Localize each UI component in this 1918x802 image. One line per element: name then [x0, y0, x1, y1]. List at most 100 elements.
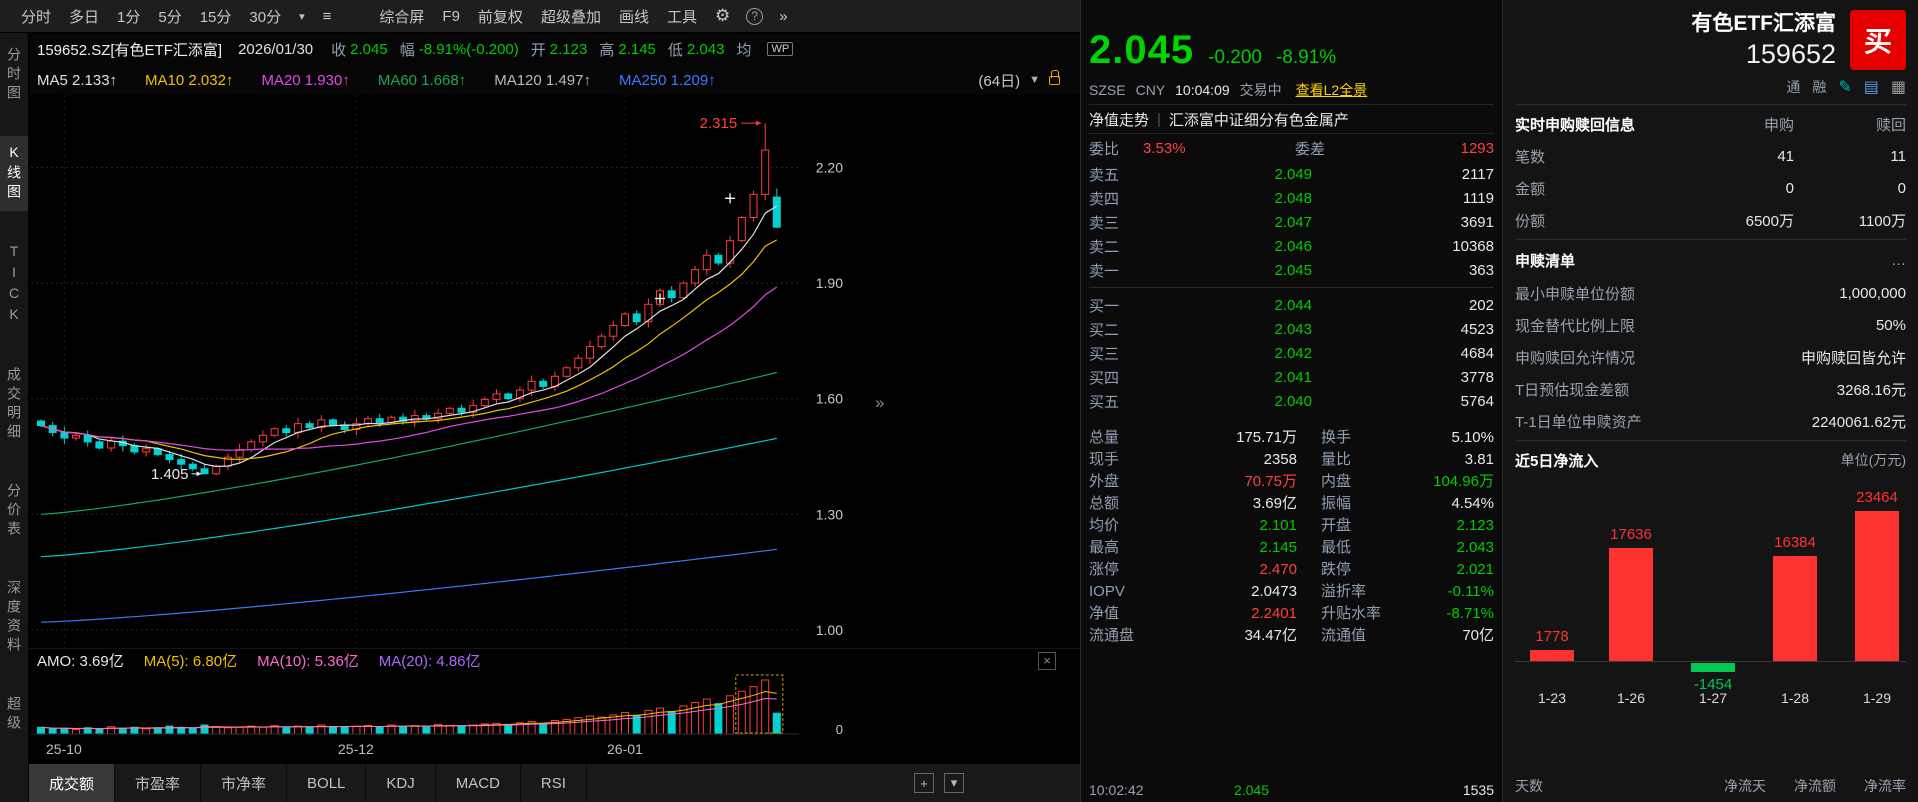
- trade-date: 2026/01/30: [238, 40, 314, 58]
- stat-label: 流通盘: [1089, 627, 1135, 644]
- flow-date-label: 1-27: [1698, 690, 1728, 706]
- sidebar-item-6[interactable]: 超级: [6, 696, 22, 734]
- wp-badge-icon[interactable]: WP: [767, 42, 794, 56]
- toolbar-period-0[interactable]: 分时: [21, 8, 52, 26]
- indicator-tab-6[interactable]: RSI: [521, 764, 587, 802]
- indicator-tab-3[interactable]: BOLL: [287, 764, 367, 802]
- bid-row-0[interactable]: 买一 2.044 202: [1089, 293, 1494, 317]
- l2-fullview-link[interactable]: 查看L2全景: [1295, 82, 1368, 98]
- ask-row-3[interactable]: 卖二 2.046 10368: [1089, 234, 1494, 258]
- row-label: 最小申赎单位份额: [1515, 285, 1636, 303]
- flows-unit-label: 单位(万元): [1840, 452, 1906, 468]
- chevron-down-icon[interactable]: ▾: [299, 10, 305, 23]
- subscription-title: 实时申购赎回信息: [1515, 116, 1636, 134]
- x-axis-label-1: 25-12: [338, 741, 374, 757]
- flow-footer-label-3[interactable]: 净流率: [1864, 778, 1906, 794]
- buy-button[interactable]: 买: [1850, 10, 1906, 70]
- panel-icon[interactable]: ▤: [1863, 79, 1879, 96]
- toolbar-period-4[interactable]: 15分: [199, 8, 232, 26]
- volume-chart-svg[interactable]: 0: [29, 672, 1080, 738]
- stat-label: 流通值: [1321, 627, 1367, 644]
- lock-icon[interactable]: [1049, 69, 1060, 85]
- stat-value: 5.10%: [1451, 429, 1494, 446]
- redemption-row-2: 申购赎回允许情况 申购赎回皆允许: [1515, 341, 1906, 373]
- svg-text:1.00: 1.00: [816, 622, 843, 638]
- flow-value-label: -1454: [1693, 676, 1733, 694]
- edit-icon[interactable]: ✎: [1838, 79, 1852, 96]
- more-ellipsis-icon[interactable]: …: [1891, 251, 1906, 269]
- stat-label: 换手: [1321, 429, 1352, 446]
- field-value-2: 2.123: [549, 40, 588, 58]
- toolbar-period-3[interactable]: 5分: [158, 8, 182, 26]
- indicator-tab-1[interactable]: 市盈率: [115, 764, 202, 802]
- close-icon[interactable]: ×: [1038, 651, 1056, 670]
- stat-label: 开盘: [1321, 517, 1352, 534]
- indicator-tab-2[interactable]: 市净率: [201, 764, 288, 802]
- last-price-row: 2.045 -0.200 -8.91%: [1089, 28, 1494, 76]
- flow-footer-label-2[interactable]: 净流额: [1794, 778, 1836, 794]
- toolbar-action-1[interactable]: F9: [442, 7, 460, 25]
- stat-label: 振幅: [1321, 495, 1352, 512]
- ask-label: 卖三: [1089, 214, 1120, 232]
- ma-value-2: MA20 1.930↑: [261, 71, 350, 89]
- ask-price: 2.049: [1274, 165, 1312, 183]
- grid-icon[interactable]: ▦: [1890, 79, 1906, 96]
- toolbar-period-2[interactable]: 1分: [117, 8, 141, 26]
- more-menu-icon[interactable]: »: [779, 7, 788, 25]
- ma-value-3: MA60 1.668↑: [377, 71, 467, 89]
- toolbar-period-1[interactable]: 多日: [69, 8, 100, 26]
- toolbar-period-5[interactable]: 30分: [249, 8, 282, 26]
- gear-icon[interactable]: ⚙: [714, 6, 731, 25]
- indicator-tab-4[interactable]: KDJ: [366, 764, 436, 802]
- bid-row-3[interactable]: 买四 2.041 3778: [1089, 365, 1494, 389]
- kline-chart-svg[interactable]: 2.20 1.90 1.60 1.30 1.00 2.315 1.405: [29, 95, 1080, 648]
- toolbar-action-2[interactable]: 前复权: [477, 8, 523, 26]
- collapse-pane-icon[interactable]: ▾: [944, 773, 964, 793]
- flow-bar: [1691, 663, 1735, 673]
- stat-label: 最低: [1321, 539, 1352, 556]
- sidebar-item-5[interactable]: 深度资料: [6, 580, 22, 656]
- main-toolbar: 分时 多日 1分 5分 15分 30分 ▾ ≡ 综合屏 F9 前复权 超级叠加 画线 工具 ⚙? »: [0, 0, 1080, 33]
- chevron-down-icon[interactable]: ▼: [1029, 74, 1040, 86]
- sidebar-item-2[interactable]: TICK: [6, 243, 22, 327]
- flow-footer-label-1[interactable]: 净流天: [1724, 778, 1766, 794]
- weibi-label: 委比: [1089, 140, 1120, 158]
- ma-value-0: MA5 2.133↑: [37, 71, 118, 89]
- bid-qty: 4684: [1460, 344, 1494, 362]
- expand-quote-handle[interactable]: »: [875, 393, 885, 412]
- stat-label: 溢折率: [1321, 583, 1367, 600]
- tab-fund-name[interactable]: 汇添富中证细分有色金属产: [1168, 111, 1349, 129]
- indicator-tab-0[interactable]: 成交额: [29, 764, 116, 802]
- toolbar-action-0[interactable]: 综合屏: [379, 8, 425, 26]
- ask-row-4[interactable]: 卖一 2.045 363: [1089, 258, 1494, 282]
- flow-date-label: 1-29: [1862, 690, 1892, 706]
- add-indicator-icon[interactable]: +: [914, 773, 934, 793]
- ask-row-1[interactable]: 卖四 2.048 1119: [1089, 186, 1494, 210]
- sidebar-item-0[interactable]: 分时图: [6, 47, 22, 104]
- bid-row-2[interactable]: 买三 2.042 4684: [1089, 341, 1494, 365]
- field-value-4: 2.043: [686, 40, 725, 58]
- ask-row-2[interactable]: 卖三 2.047 3691: [1089, 210, 1494, 234]
- bid-row-1[interactable]: 买二 2.043 4523: [1089, 317, 1494, 341]
- sidebar-item-3[interactable]: 成交明细: [6, 367, 22, 443]
- stat-value: 2358: [1263, 451, 1297, 468]
- sidebar-item-1[interactable]: K线图: [0, 136, 28, 211]
- sidebar-item-4[interactable]: 分价表: [6, 483, 22, 540]
- toolbar-action-4[interactable]: 画线: [618, 8, 649, 26]
- volume-legend-bar: AMO: 3.69亿 MA(5): 6.80亿 MA(10): 5.36亿 MA(20…: [29, 648, 1080, 672]
- ask-row-0[interactable]: 卖五 2.049 2117: [1089, 162, 1494, 186]
- toolbar-action-5[interactable]: 工具: [666, 8, 697, 26]
- tab-nav-value-trend[interactable]: 净值走势: [1089, 111, 1150, 129]
- stat-label: 总额: [1089, 495, 1120, 512]
- visible-period-label: (64日): [978, 72, 1021, 90]
- bid-row-4[interactable]: 买五 2.040 5764: [1089, 389, 1494, 413]
- field-label-1: 幅: [399, 41, 415, 59]
- help-icon[interactable]: ?: [746, 7, 764, 25]
- tick-row[interactable]: 10:02:42 2.045 1535: [1089, 777, 1494, 802]
- flow-footer-label-0[interactable]: 天数: [1515, 778, 1543, 794]
- row-value: 3268.16元: [1836, 381, 1906, 399]
- avg-toggle-label[interactable]: 均: [736, 41, 752, 59]
- period-list-icon[interactable]: ≡: [322, 7, 332, 25]
- toolbar-action-3[interactable]: 超级叠加: [540, 8, 601, 26]
- indicator-tab-5[interactable]: MACD: [436, 764, 521, 802]
